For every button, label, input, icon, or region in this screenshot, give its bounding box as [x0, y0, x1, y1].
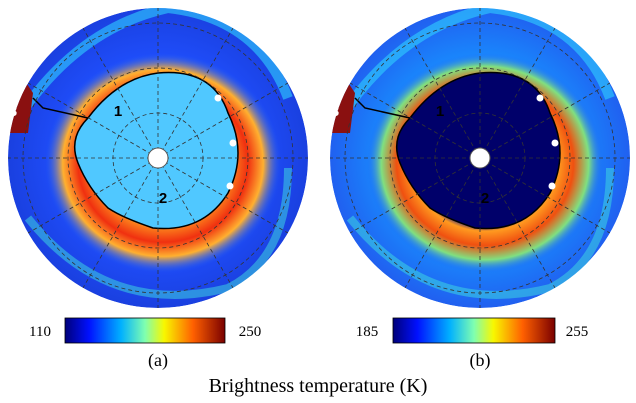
pole	[470, 148, 490, 168]
region-label: 3	[9, 103, 17, 120]
station	[537, 95, 544, 102]
caption: Brightness temperature (K)	[209, 375, 428, 397]
colorbar	[393, 318, 555, 343]
map-panel: 1 2 3 185 255 (b)	[320, 8, 630, 371]
region-label: 1	[436, 103, 444, 120]
region-label: 2	[159, 190, 167, 207]
region-label: 1	[114, 103, 122, 120]
colorbar-min: 185	[356, 324, 379, 340]
figure: Brightness temperature (K) 123110250(a)1…	[0, 0, 636, 403]
panel-label: (a)	[148, 350, 168, 371]
station	[549, 183, 556, 190]
region-label: 2	[481, 190, 489, 207]
colorbar	[65, 318, 225, 343]
panel-label: (b)	[470, 350, 491, 371]
map	[0, 8, 308, 308]
map-panel: 1 2 3 110 250 (a)	[0, 8, 308, 371]
pole	[148, 148, 168, 168]
station	[215, 95, 222, 102]
colorbar-max: 250	[239, 324, 262, 340]
region-label: 3	[331, 103, 339, 120]
colorbar-min: 110	[29, 324, 51, 340]
station	[230, 140, 237, 147]
station	[552, 140, 559, 147]
station	[227, 183, 234, 190]
colorbar-max: 255	[566, 324, 589, 340]
map	[320, 8, 630, 308]
